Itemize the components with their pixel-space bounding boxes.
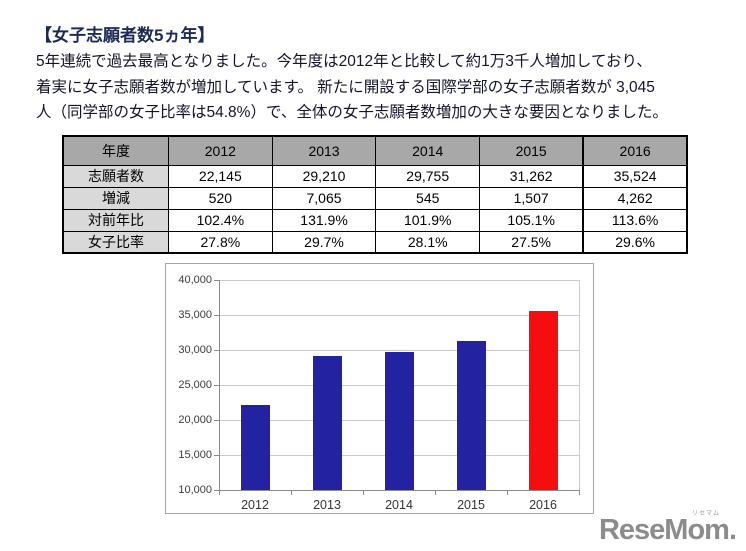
intro-paragraph: 5年連続で過去最高となりました。今年度は2012年と比較して約1万3千人増加して… xyxy=(36,49,668,126)
table-cell: 113.6% xyxy=(582,208,688,232)
x-axis-tick xyxy=(291,491,292,495)
x-axis-label: 2015 xyxy=(457,498,485,512)
bar-2015 xyxy=(456,341,486,490)
table-cell: 1,507 xyxy=(479,186,584,210)
plot-right-edge xyxy=(579,280,580,490)
table-row-label: 対前年比 xyxy=(62,208,169,232)
y-axis-tick xyxy=(214,315,219,316)
x-axis-tick xyxy=(435,491,436,495)
x-axis-label: 2012 xyxy=(241,498,269,512)
table-header-cell: 2015 xyxy=(479,135,584,166)
y-axis-tick xyxy=(214,350,219,351)
x-axis-line xyxy=(219,490,580,491)
x-axis-tick xyxy=(219,491,220,495)
table-header-cell: 2016 xyxy=(582,135,688,166)
table-cell: 35,524 xyxy=(582,164,688,188)
table-cell: 4,262 xyxy=(582,186,688,210)
table-cell: 27.5% xyxy=(479,230,584,254)
table-header-row: 年度 2012 2013 2014 2015 2016 xyxy=(62,135,688,166)
x-axis-tick xyxy=(579,491,580,495)
table-cell: 29,755 xyxy=(375,164,481,188)
bar-2012 xyxy=(240,404,270,490)
table-cell: 27.8% xyxy=(168,230,273,254)
x-axis-tick xyxy=(507,491,508,495)
table-cell: 101.9% xyxy=(375,208,481,232)
table-header-cell: 2012 xyxy=(168,135,273,166)
table-cell: 131.9% xyxy=(271,208,377,232)
y-axis-line xyxy=(219,280,220,490)
y-axis-tick xyxy=(214,280,219,281)
y-gridline xyxy=(219,315,579,316)
table-row: 対前年比 102.4% 131.9% 101.9% 105.1% 113.6% xyxy=(62,208,688,232)
y-axis-label: 35,000 xyxy=(178,309,212,321)
y-axis-tick xyxy=(214,490,219,491)
resemom-logo: リセマム ReseMom. xyxy=(598,511,737,546)
y-axis-tick xyxy=(214,420,219,421)
table-row: 志願者数 22,145 29,210 29,755 31,262 35,524 xyxy=(62,164,688,188)
table-cell: 28.1% xyxy=(375,230,481,254)
y-axis-label: 15,000 xyxy=(178,449,212,461)
table-cell: 29.6% xyxy=(582,230,688,254)
y-axis-tick xyxy=(214,385,219,386)
y-axis-label: 25,000 xyxy=(178,379,212,391)
y-axis-label: 20,000 xyxy=(178,414,212,426)
table-cell: 29,210 xyxy=(271,164,377,188)
table-cell: 545 xyxy=(375,186,481,210)
bar-2016 xyxy=(528,311,558,490)
table-cell: 520 xyxy=(168,186,273,210)
y-axis-label: 30,000 xyxy=(178,344,212,356)
table-cell: 105.1% xyxy=(479,208,584,232)
paragraph-line: 人（同学部の女子比率は54.8%）で、全体の女子志願者数増加の大きな要因となりま… xyxy=(36,104,668,121)
x-axis-label: 2016 xyxy=(529,498,557,512)
y-gridline xyxy=(219,280,579,281)
paragraph-line: 5年連続で過去最高となりました。今年度は2012年と比較して約1万3千人増加して… xyxy=(36,53,652,70)
bar-chart: 10,000 15,000 20,000 25,000 30,000 35,000 40,0… xyxy=(165,263,594,514)
table-cell: 102.4% xyxy=(168,208,273,232)
y-gridline xyxy=(219,350,579,351)
y-axis-tick xyxy=(214,455,219,456)
table-row-label: 志願者数 xyxy=(62,164,169,188)
table-cell: 7,065 xyxy=(271,186,377,210)
table-header-cell: 2014 xyxy=(375,135,481,166)
table-cell: 29.7% xyxy=(271,230,377,254)
table-row: 増減 520 7,065 545 1,507 4,262 xyxy=(62,186,688,210)
y-axis-label: 40,000 xyxy=(178,274,212,286)
x-axis-label: 2013 xyxy=(313,498,341,512)
bar-2013 xyxy=(312,355,342,490)
table-row: 女子比率 27.8% 29.7% 28.1% 27.5% 29.6% xyxy=(62,230,688,254)
table-row-label: 女子比率 xyxy=(62,230,169,254)
y-axis-label: 10,000 xyxy=(178,484,212,496)
x-axis-tick xyxy=(363,491,364,495)
table-cell: 31,262 xyxy=(479,164,584,188)
table-cell: 22,145 xyxy=(168,164,273,188)
x-axis-label: 2014 xyxy=(385,498,413,512)
table-header-cell: 年度 xyxy=(62,135,169,166)
resemom-logo-ruby: リセマム xyxy=(691,511,720,517)
page-title: 【女子志願者数5ヵ年】 xyxy=(35,26,215,45)
table-header-cell: 2013 xyxy=(271,135,377,166)
resemom-logo-text: ReseMom. xyxy=(598,514,737,546)
paragraph-line: 着実に女子志願者数が増加しています。 新たに開設する国際学部の女子志願者数が 3… xyxy=(36,78,655,96)
applicants-table: 年度 2012 2013 2014 2015 2016 志願者数 22,145 29,210 29… xyxy=(62,135,688,254)
table-row-label: 増減 xyxy=(62,186,169,210)
bar-2014 xyxy=(384,351,414,490)
